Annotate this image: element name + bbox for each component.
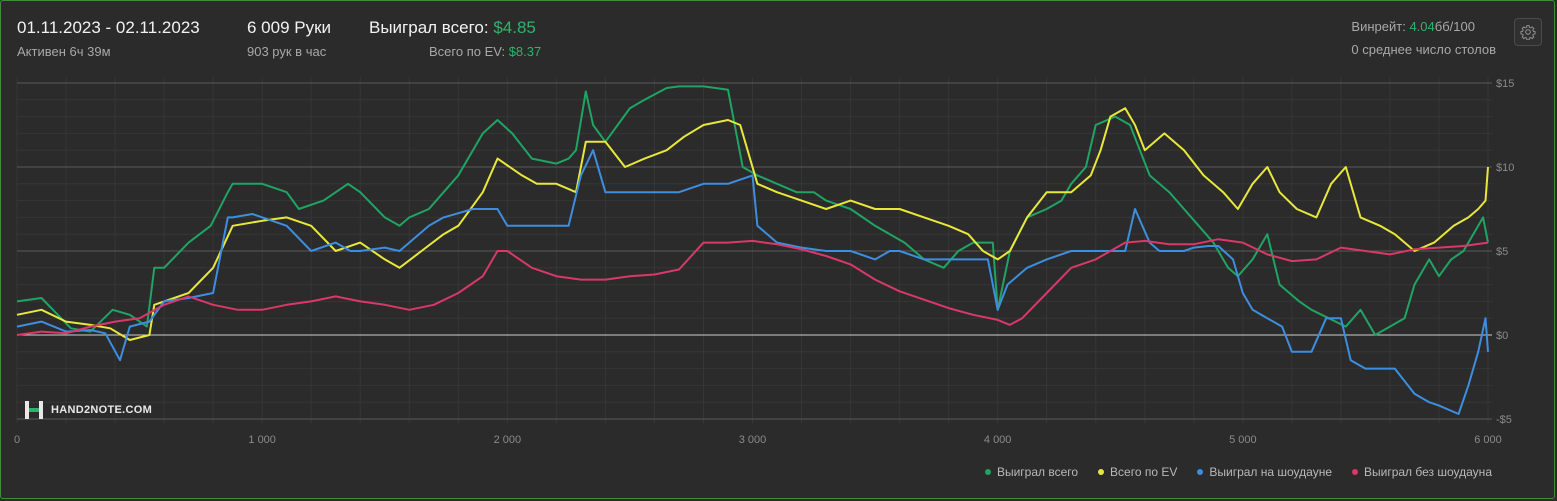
hands-stats: 6 009 Руки 903 рук в час [247,18,331,59]
winnings-stats: Выиграл всего: $4.85 Всего по EV: $8.37 [369,18,541,59]
legend-item-ev-total[interactable]: Всего по EV [1098,465,1177,479]
ev-total: Всего по EV: $8.37 [369,44,541,59]
won-total-value: $4.85 [493,18,536,37]
y-tick-label: -$5 [1496,414,1512,426]
settings-button[interactable] [1514,18,1542,46]
date-range: 01.11.2023 - 02.11.2023 [17,18,200,37]
date-stats: 01.11.2023 - 02.11.2023 Активен 6ч 39м [17,18,200,59]
gear-icon [1520,25,1536,40]
winrate: Винрейт: 4.04бб/100 [1351,19,1496,34]
chart-legend: Выиграл всего Всего по EV Выиграл на шоу… [984,465,1492,479]
x-tick-label: 4 000 [984,434,1012,446]
avg-tables: 0 среднее число столов [1351,42,1496,57]
hand2note-logo: HAND2NOTE.COM [23,399,152,421]
legend-label-won-total: Выиграл всего [996,465,1079,479]
legend-dot-won-total [984,469,991,475]
won-total: Выиграл всего: $4.85 [369,18,541,38]
series-line-0 [16,85,1489,336]
y-tick-label: $15 [1496,78,1514,90]
legend-dot-ev-total [1098,469,1105,475]
x-tick-label: 1 000 [248,434,276,446]
x-tick-label: 0 [14,434,20,446]
series-line-1 [16,107,1489,341]
winrate-unit: бб/100 [1434,19,1475,34]
ev-total-value: $8.37 [508,44,542,59]
x-tick-label: 3 000 [739,434,767,446]
won-total-label: Выиграл всего: [369,18,489,37]
y-tick-label: $5 [1496,246,1508,258]
ev-total-label: Всего по EV: [429,44,506,59]
legend-item-won-total[interactable]: Выиграл всего [984,465,1079,479]
legend-dot-showdown [1197,469,1204,475]
x-tick-label: 6 000 [1474,434,1502,446]
logo-text: HAND2NOTE.COM [51,404,153,416]
legend-dot-non-showdown [1352,469,1358,475]
x-tick-label: 5 000 [1229,434,1257,446]
legend-item-showdown[interactable]: Выиграл на шоудауне [1197,465,1332,479]
x-tick-label: 2 000 [494,434,522,446]
hand2note-logo-icon [25,401,43,419]
legend-item-non-showdown[interactable]: Выиграл без шоудауна [1352,465,1492,479]
series-line-3 [16,238,1489,336]
legend-label-showdown: Выиграл на шоудауне [1209,465,1332,479]
winrate-stats: Винрейт: 4.04бб/100 0 среднее число стол… [1351,19,1496,57]
y-tick-label: $10 [1496,162,1514,174]
y-tick-label: $0 [1496,330,1508,342]
legend-label-ev-total: Всего по EV [1110,465,1178,479]
legend-label-non-showdown: Выиграл без шоудауна [1364,465,1492,479]
series-line-2 [16,149,1489,415]
winrate-value: 4.04 [1409,19,1435,34]
hands-per-hour: 903 рук в час [247,44,327,59]
hands-count: 6 009 Руки [247,18,332,37]
active-time: Активен 6ч 39м [17,44,111,59]
winrate-label: Винрейт: [1351,19,1406,34]
